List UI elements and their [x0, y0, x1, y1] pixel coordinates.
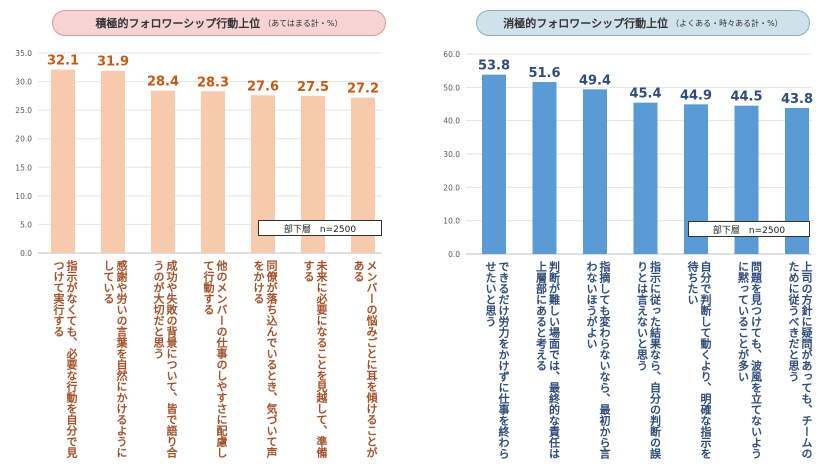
chart1-category-label: 感謝や労いの言葉を自然にかけるようにしている [102, 260, 128, 458]
chart1-bar [101, 70, 125, 253]
chart1-category-label: 同僚が落ち込んでいるとき、気づいて声をかける [252, 260, 278, 458]
chart2-category-label: できるだけ労力をかけずに仕事を終わらせたいと思う [484, 261, 510, 459]
chart1-category-label: 他のメンバーの仕事のしやすさに配慮して行動する [202, 260, 228, 458]
chart2-value-label: 53.8 [478, 59, 510, 74]
chart1-value-label: 28.4 [147, 75, 179, 90]
chart2-value-label: 51.6 [528, 66, 560, 81]
chart2-value-label: 44.5 [730, 90, 762, 105]
chart2-ytick-label: 30.0 [443, 150, 460, 159]
chart1-ytick-label: 10.0 [15, 192, 32, 201]
chart1-value-label: 27.5 [297, 80, 329, 95]
chart1-ytick-label: 25.0 [15, 106, 32, 115]
chart2-bar [532, 82, 557, 254]
chart2-category-label: 指示に従った結果なら、自分の判断の誤りとは言えないと思う [635, 261, 662, 459]
chart1-title: 積極的フォロワーシップ行動上位 （あてはまる計・%） [52, 10, 386, 36]
chart1-ytick-label: 0.0 [20, 249, 32, 258]
chart1-ytick-label: 15.0 [15, 163, 32, 172]
chart2-category-label: 指摘しても変わらないなら、最初から言わないほうがよい [585, 261, 611, 459]
chart2-category-label: 問題を見つけても、波風を立てないように黙っていることが多い [736, 261, 763, 459]
chart2-category-label: 自分で判断して動くより、明確な指示を待ちたい [686, 261, 712, 459]
chart2-value-label: 45.4 [629, 87, 661, 102]
chart1-category-label: 成功や失敗の背景について、皆で語り合うのが大切だと思う [152, 260, 178, 458]
chart2-bar [482, 74, 506, 255]
chart1-ytick-label: 30.0 [15, 78, 32, 87]
chart1-value-label: 27.2 [347, 82, 379, 97]
chart2-category-label: 上司の方針に疑問があっても、チームのために従うべきだと思う [787, 261, 813, 459]
chart2-bar [583, 89, 607, 254]
chart1-bar [151, 90, 175, 253]
chart2-subtitle: （よくある・時々ある計・%） [671, 18, 783, 28]
chart2-legend: 部下層 n=2500 [688, 221, 810, 237]
chart1-legend: 部下層 n=2500 [258, 220, 382, 236]
chart1-value-label: 27.6 [247, 79, 279, 94]
chart2-category-label: 判断が難しい場面では、最終的な責任は上層部にあると考える [534, 261, 561, 459]
chart2-title-text: 消極的フォロワーシップ行動上位 [503, 17, 669, 30]
chart1-value-label: 31.9 [97, 55, 129, 70]
chart1-category-label: 指示がなくても、必要な行動を自分で見つけて実行する [52, 260, 78, 458]
chart2-title: 消極的フォロワーシップ行動上位 （よくある・時々ある計・%） [476, 10, 810, 36]
chart1-bar [201, 91, 225, 254]
chart1-ytick-label: 35.0 [15, 49, 32, 58]
chart1-category-label: 未来に必要になることを見越して、準備する [302, 260, 328, 458]
chart1-subtitle: （あてはまる計・%） [263, 18, 343, 28]
chart1-ytick-label: 5.0 [20, 220, 32, 229]
chart1-title-text: 積極的フォロワーシップ行動上位 [95, 17, 261, 30]
chart2-ytick-label: 0.0 [448, 250, 460, 259]
chart1-value-label: 32.1 [47, 54, 79, 69]
chart1-ytick-label: 20.0 [15, 135, 32, 144]
chart2-value-label: 44.9 [680, 88, 712, 103]
chart1-bar [51, 69, 75, 253]
chart2-ytick-label: 20.0 [443, 183, 460, 192]
chart1-value-label: 28.3 [197, 75, 229, 90]
chart2-bar [633, 102, 658, 255]
chart2-ytick-label: 60.0 [443, 50, 460, 59]
chart2-value-label: 43.8 [781, 92, 813, 107]
chart1-category-label: メンバーの悩みごとに耳を傾けることがある [352, 260, 378, 458]
chart2-ytick-label: 50.0 [443, 83, 460, 92]
chart2-value-label: 49.4 [579, 73, 611, 88]
chart2-ytick-label: 40.0 [443, 117, 460, 126]
chart2-ytick-label: 10.0 [443, 217, 460, 226]
